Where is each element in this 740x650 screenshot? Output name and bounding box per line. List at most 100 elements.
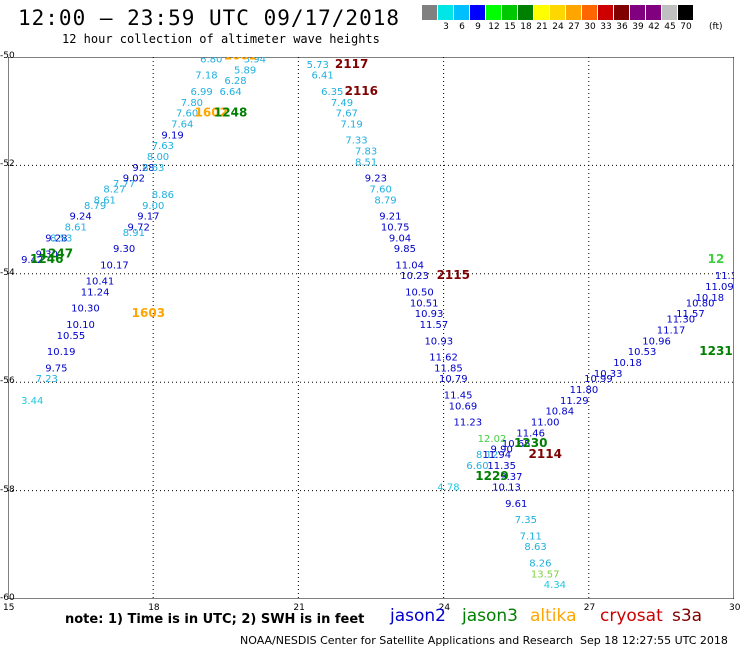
- wave-height-value: 10.93: [415, 309, 444, 320]
- wave-height-value: 8.51: [355, 157, 377, 168]
- wave-height-value: 7.60: [176, 109, 198, 120]
- wave-height-value: 8.53: [50, 233, 72, 244]
- satellite-legend-item: jason2: [390, 606, 446, 626]
- legend-swatch: [646, 5, 662, 20]
- wave-height-value: 12.02: [478, 434, 507, 445]
- wave-height-value: 10.93: [424, 336, 453, 347]
- pass-time-label: 1601: [224, 57, 257, 63]
- pass-time-label: 2117: [335, 57, 368, 71]
- wave-height-value: 7.35: [515, 515, 537, 526]
- longitude-tick-label: 27: [583, 603, 596, 613]
- wave-height-value: 8.63: [524, 542, 546, 553]
- legend-swatch: [582, 5, 598, 20]
- wave-height-value: 9.19: [161, 130, 183, 141]
- wave-height-value: 11.04: [395, 260, 424, 271]
- legend-label: 18: [520, 22, 532, 32]
- wave-height-value: 10.99: [584, 374, 613, 385]
- wave-height-value: 6.28: [224, 76, 246, 87]
- wave-height-value: 10.50: [405, 287, 434, 298]
- wave-height-value: 5.73: [307, 60, 329, 71]
- wave-height-value: 9.04: [389, 233, 411, 244]
- wave-height-value: 7.19: [341, 119, 363, 130]
- wave-height-value: 11.62: [429, 353, 458, 364]
- wave-height-value: 11.17: [657, 325, 686, 336]
- wave-height-value: 9.61: [505, 499, 527, 510]
- satellite-legend-item: cryosat: [600, 606, 663, 626]
- wave-height-value: 7.60: [370, 185, 392, 196]
- pass-time-label: 1231: [699, 344, 732, 358]
- wave-height-value: 10.19: [47, 347, 76, 358]
- wave-height-value: 9.85: [394, 244, 416, 255]
- pass-time-label: 1602: [195, 106, 228, 120]
- page-subtitle: 12 hour collection of altimeter wave hei…: [62, 32, 380, 46]
- timestamp: Sep 18 12:27:55 UTC 2018: [580, 634, 728, 647]
- latitude-tick-label: -58: [0, 484, 15, 495]
- wave-height-value: 11.30: [666, 315, 695, 326]
- pass-time-label: 1603: [132, 306, 165, 320]
- wave-height-value: 11.46: [516, 428, 545, 439]
- legend-swatch: [678, 5, 694, 20]
- legend-label: 21: [536, 22, 548, 32]
- wave-height-value: 9.28: [45, 233, 67, 244]
- color-legend-labels: 3 6 9 12 15 18 21 24 27 30 33 36 39 42 45 70: [422, 22, 694, 32]
- wave-height-value: 9.30: [113, 244, 135, 255]
- wave-height-value: 9.23: [365, 174, 387, 185]
- legend-swatch: [550, 5, 566, 20]
- wave-height-value: 13.57: [531, 569, 560, 580]
- grid-lines: [8, 57, 734, 599]
- wave-height-value: 10.13: [492, 483, 521, 494]
- legend-label: 42: [648, 22, 660, 32]
- wave-height-value: 11.24: [81, 287, 110, 298]
- pass-time-label: 2114: [529, 447, 562, 461]
- wave-height-value: 8.61: [94, 195, 116, 206]
- wave-height-value: 9.21: [379, 212, 401, 223]
- wave-height-value: 7.18: [195, 71, 217, 82]
- wave-height-value: 11.23: [453, 418, 482, 429]
- wave-height-value: 8.00: [147, 152, 169, 163]
- legend-label: 30: [584, 22, 596, 32]
- wave-height-value: 9.42: [21, 255, 43, 266]
- longitude-tick-label: 24: [438, 603, 451, 613]
- wave-height-value: 9.90: [491, 445, 513, 456]
- data-points: 9.429.309.288.538.619.248.798.618.277.77…: [21, 57, 734, 591]
- wave-height-value: 11.57: [420, 320, 449, 331]
- wave-height-value: 10.30: [71, 304, 100, 315]
- longitude-tick-label: 21: [293, 603, 305, 613]
- wave-height-value: 10.51: [410, 298, 439, 309]
- satellite-legend-item: altika: [530, 606, 577, 626]
- wave-height-value: 9.24: [69, 212, 91, 223]
- latitude-tick-label: -50: [0, 51, 15, 61]
- legend-swatch: [566, 5, 582, 20]
- wave-height-value: 10.53: [628, 347, 657, 358]
- wave-height-value: 9.02: [123, 174, 145, 185]
- legend-swatch: [662, 5, 678, 20]
- longitude-tick-label: 15: [3, 603, 15, 613]
- legend-label: 24: [552, 22, 564, 32]
- wave-height-value: 11.29: [560, 396, 589, 407]
- wave-height-value: 10.75: [381, 222, 410, 233]
- legend-swatch: [454, 5, 470, 20]
- legend-swatch: [534, 5, 550, 20]
- latitude-tick-label: -60: [0, 593, 15, 603]
- latitude-tick-label: -56: [0, 376, 15, 387]
- legend-swatch: [486, 5, 502, 20]
- wave-height-value: 7.67: [336, 109, 358, 120]
- legend-label: 70: [680, 22, 692, 32]
- legend-swatch: [598, 5, 614, 20]
- wave-height-value: 7.64: [171, 119, 193, 130]
- wave-height-value: 11.80: [570, 385, 599, 396]
- map-border: [8, 57, 734, 599]
- wave-height-value: 10.18: [695, 293, 724, 304]
- wave-height-value: 9.37: [500, 472, 522, 483]
- wave-height-value: 7.63: [152, 141, 174, 152]
- wave-height-value: 8.86: [152, 190, 174, 201]
- wave-height-value: 10.96: [642, 336, 671, 347]
- wave-height-value: 10.17: [100, 260, 129, 271]
- pass-time-label: 1246: [30, 252, 63, 266]
- legend-swatch: [422, 5, 438, 20]
- wave-height-value: 7.11: [520, 531, 542, 542]
- legend-label: 33: [600, 22, 612, 32]
- wave-height-value: 10.33: [594, 369, 623, 380]
- wave-height-value: 10.18: [613, 358, 642, 369]
